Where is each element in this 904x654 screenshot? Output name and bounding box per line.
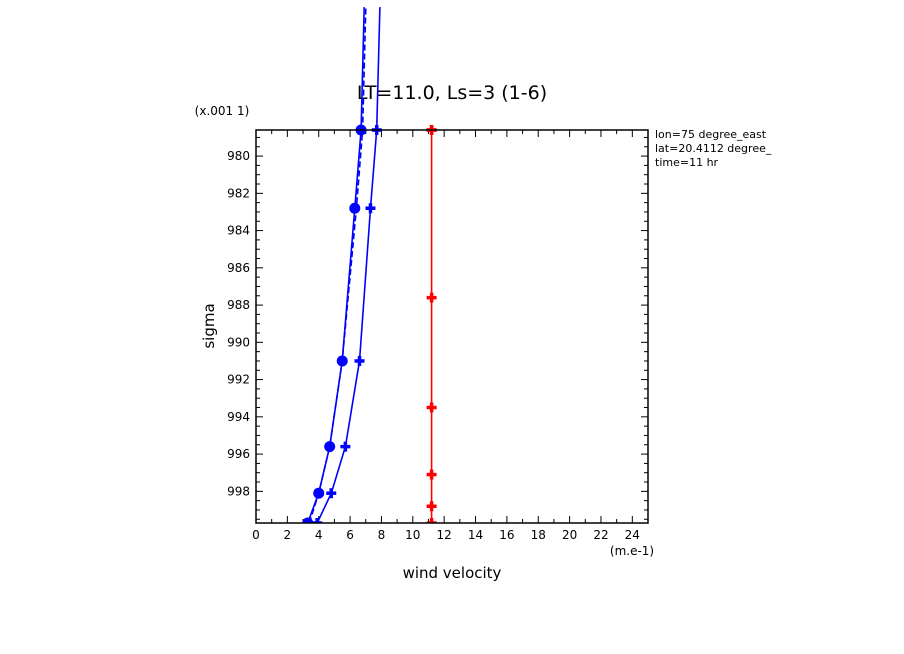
y-unit-label: (x.001 1) [195,104,250,118]
data-point [324,441,336,453]
x-tick-label: 12 [437,528,452,542]
y-tick-label: 994 [227,410,250,424]
y-tick-label: 984 [227,224,250,238]
x-tick-label: 22 [593,528,608,542]
data-point [340,441,351,452]
x-tick-label: 20 [562,528,577,542]
data-point [349,202,361,214]
series-layer [302,7,437,523]
y-tick-label: 988 [227,298,250,312]
data-point [312,518,323,523]
x-tick-label: 16 [499,528,514,542]
data-point [302,517,314,523]
data-point [354,355,365,366]
data-point [426,402,437,413]
x-tick-label: 18 [531,528,546,542]
y-tick-label: 996 [227,447,250,461]
x-tick-label: 0 [252,528,260,542]
series-line-2 [306,7,365,523]
x-tick-label: 14 [468,528,483,542]
data-point [426,501,437,512]
data-point [365,203,376,214]
x-axis-label: wind velocity [403,564,502,582]
x-tick-label: 24 [625,528,640,542]
y-tick-label: 986 [227,261,250,275]
y-tick-label: 992 [227,373,250,387]
y-tick-label: 990 [227,335,250,349]
info-lat: lat=20.4112 degree_ [655,142,772,155]
y-tick-label: 998 [227,484,250,498]
axis-ticks: 0 2 4 6 8 10 12 14 16 18 20 22 249809829849869889909… [227,130,649,542]
plot-frame [255,129,649,524]
data-point [326,488,337,499]
x-tick-label: 10 [405,528,420,542]
data-point [336,355,348,367]
data-point [426,518,437,523]
y-tick-label: 982 [227,186,250,200]
y-axis-label: sigma [200,303,218,348]
x-tick-label: 4 [315,528,323,542]
data-point [426,292,437,303]
chart-title: LT=11.0, Ls=3 (1-6) [357,82,547,104]
data-point [426,469,437,480]
x-tick-label: 8 [378,528,386,542]
info-lon: lon=75 degree_east [655,128,767,141]
info-time: time=11 hr [655,156,719,169]
y-tick-label: 980 [227,149,250,163]
data-point [313,487,325,499]
x-tick-label: 6 [346,528,354,542]
x-unit-label: (m.e-1) [610,544,654,558]
x-tick-label: 2 [284,528,292,542]
